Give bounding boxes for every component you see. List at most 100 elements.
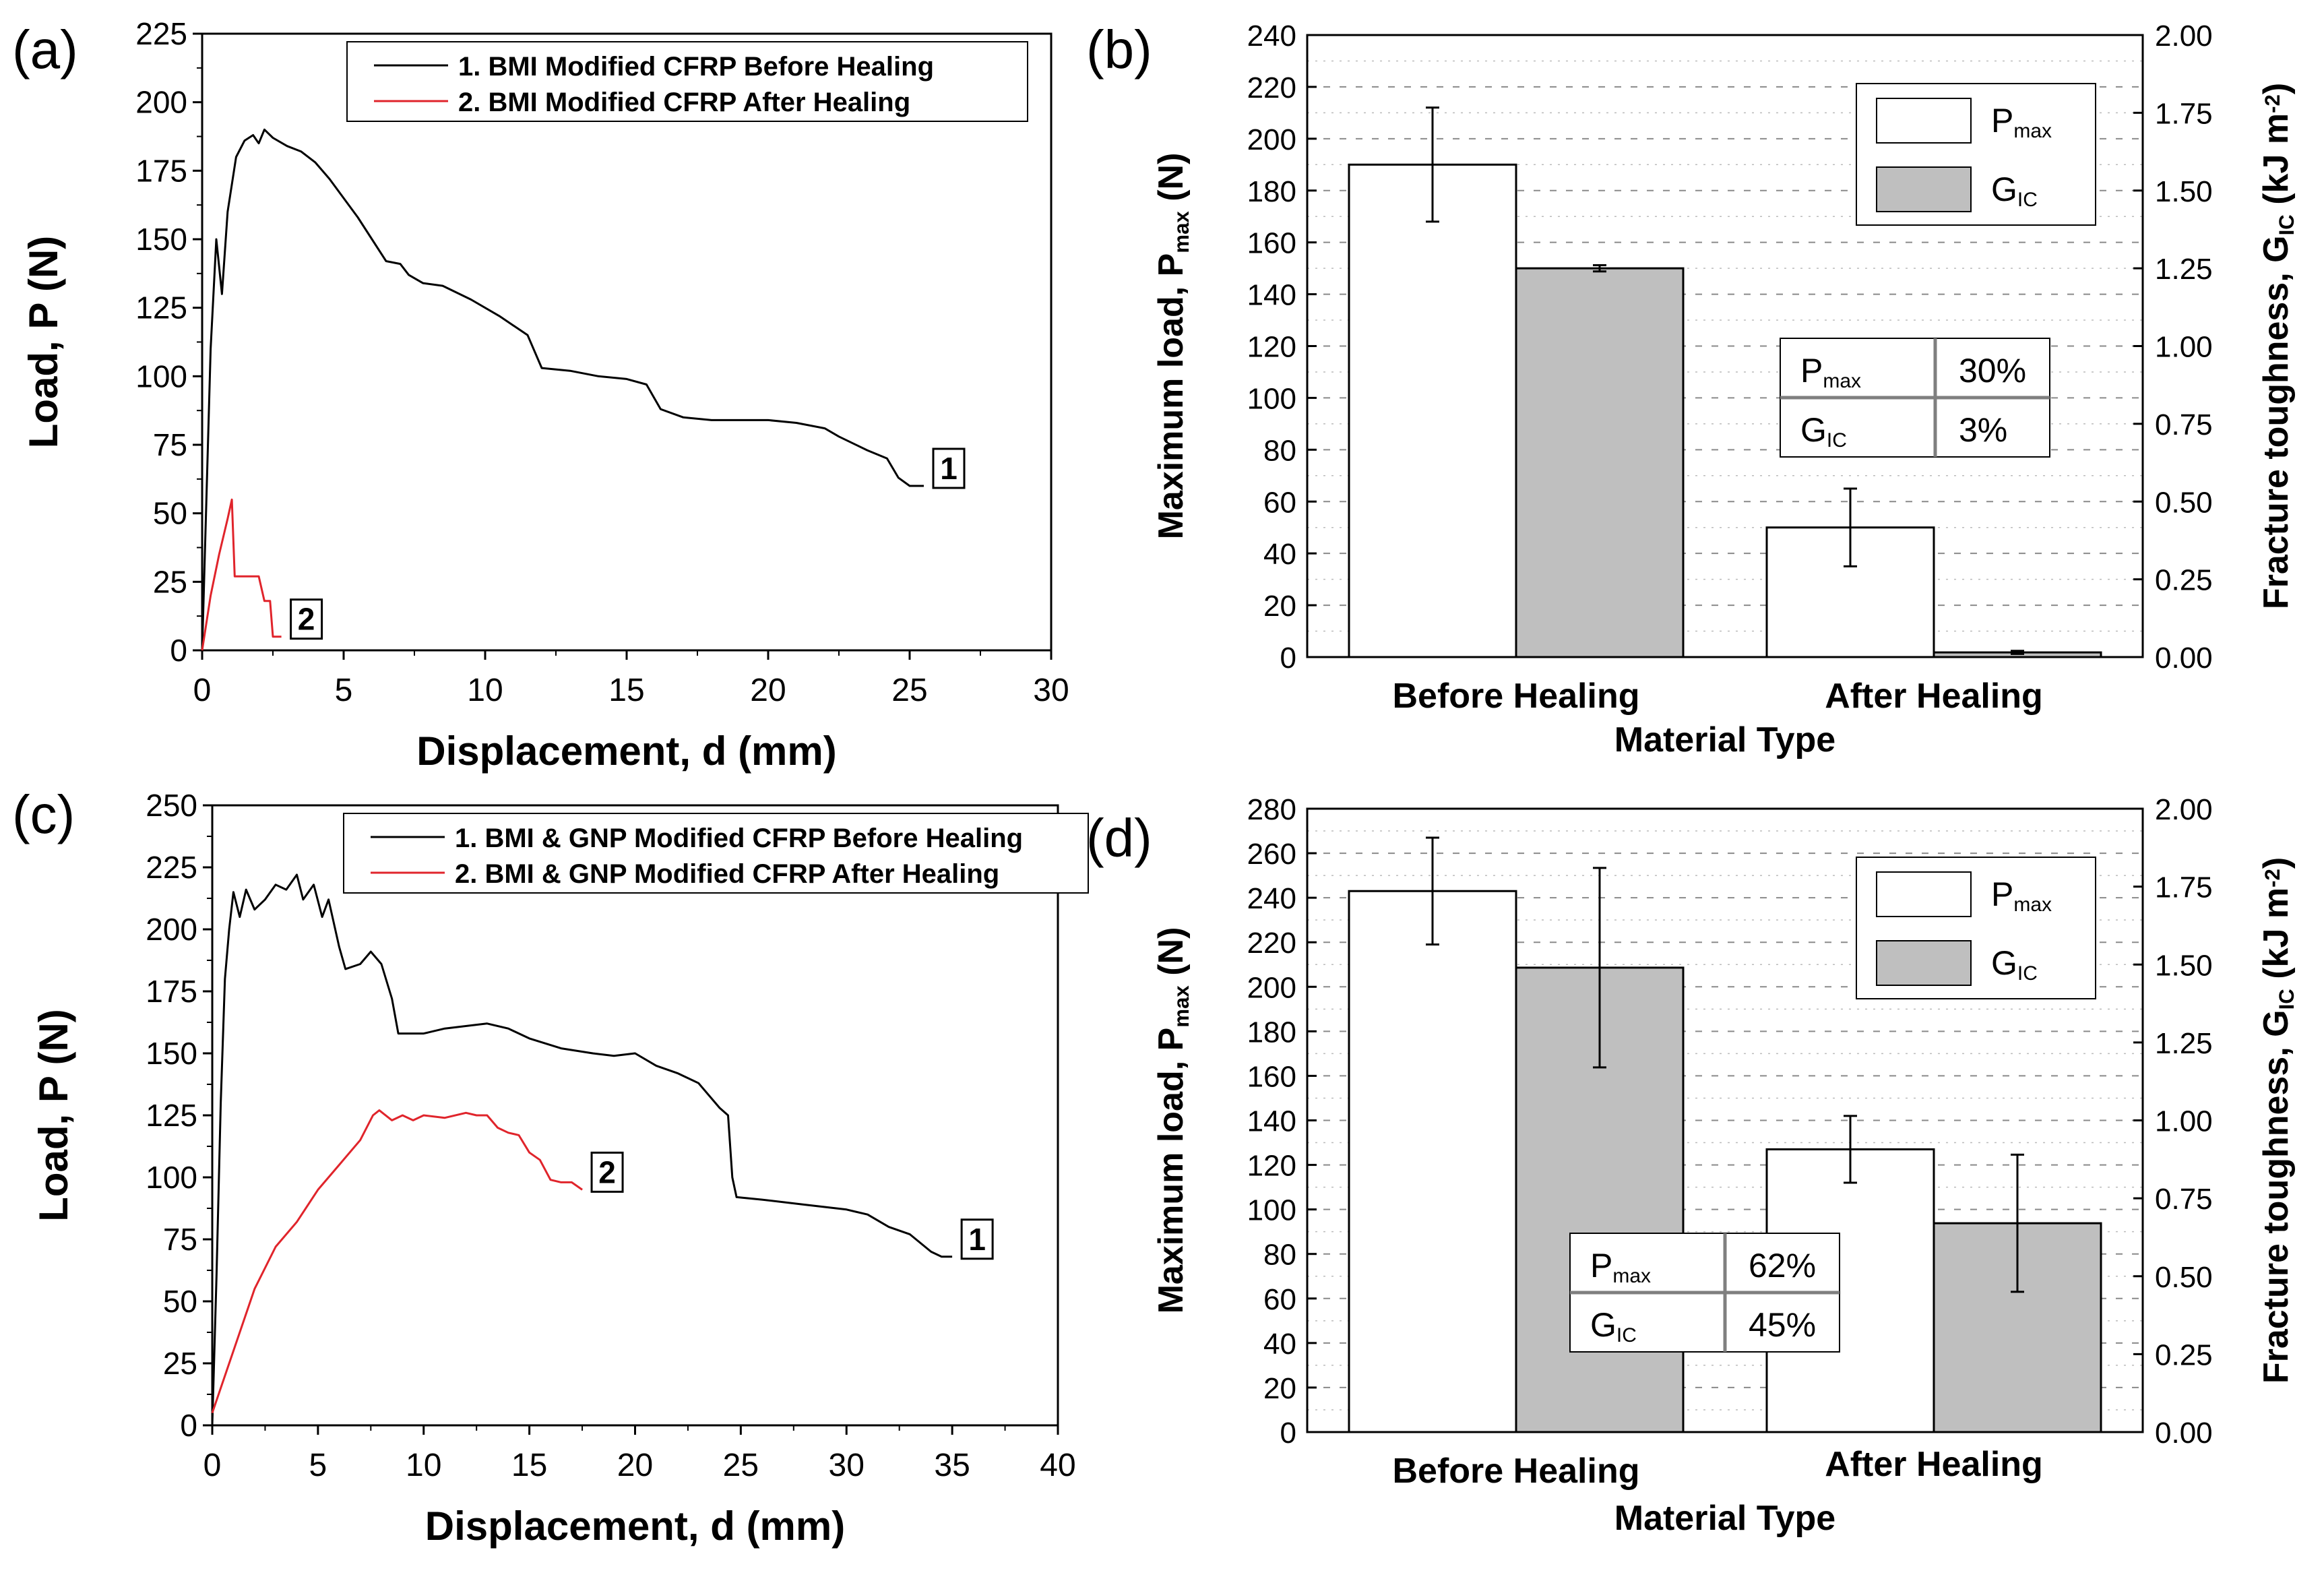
y-tick-label: 0 (170, 633, 187, 668)
y2-tick-label: 0.00 (2155, 642, 2213, 675)
x-axis-label: Material Type (1614, 720, 1835, 760)
y2-tick-label: 0.50 (2155, 486, 2213, 519)
category-label: Before Healing (1393, 1452, 1640, 1491)
series-line-1 (201, 128, 924, 651)
inset-table-label: GIC (1800, 411, 1847, 452)
y2-axis-label: Fracture toughness, GIC (kJ m-2) (2257, 857, 2298, 1384)
y2-axis-label-part-0: Fracture toughness, G (2257, 235, 2296, 609)
y2-axis-label-part-2: (kJ m (2257, 113, 2296, 214)
panel-label: (c) (12, 784, 75, 844)
series-end-box (932, 447, 966, 489)
legend-entry-part-0: G (1991, 944, 2017, 982)
y-tick-label: 20 (1263, 590, 1296, 623)
y-tick-label: 150 (146, 1036, 197, 1071)
plot-frame (201, 32, 1053, 652)
line-chart-panel-0: (a) 0 5 10 15 20 25 30 0 25 50 75 100 125 150 175 200 225… (12, 16, 1069, 774)
legend-entry: GIC (1991, 170, 2038, 211)
bar-chart-panel-3: (d) 0 20 40 60 80 100 120 140 160 180 200 220 240 260 2… (1086, 793, 2298, 1538)
y-tick-label: 80 (1263, 434, 1296, 467)
series-line-2 (211, 1109, 583, 1414)
inset-table-value: 62% (1749, 1247, 1816, 1284)
y2-axis-label-part-4: ) (2257, 857, 2296, 869)
x-tick-label: 15 (511, 1448, 547, 1483)
category-label: After Healing (1825, 1445, 2043, 1484)
legend-entry: 1. BMI Modified CFRP Before Healing (458, 52, 934, 82)
panel-label: (b) (1086, 20, 1152, 80)
y2-tick-label: 1.50 (2155, 175, 2213, 208)
y2-tick-label: 0.25 (2155, 564, 2213, 597)
y-tick-label: 40 (1263, 538, 1296, 571)
y-tick-label: 175 (146, 974, 197, 1009)
y2-axis-label-part-1: IC (2275, 214, 2298, 235)
x-tick-label: 35 (934, 1448, 970, 1483)
y2-axis-label-part-3: -2 (2261, 94, 2284, 113)
legend-box (346, 41, 1028, 122)
series-line-1 (211, 873, 953, 1426)
inset-table-label: Pmax (1590, 1247, 1651, 1287)
category-label: Before Healing (1393, 677, 1640, 716)
y-axis-label-part-2: (N) (1152, 927, 1191, 986)
panel-label: (d) (1086, 808, 1152, 868)
y-tick-label: 140 (1247, 279, 1296, 312)
legend-entry: 2. BMI & GNP Modified CFRP After Healing (455, 859, 999, 889)
inset-table-label-part-1: IC (1827, 429, 1847, 452)
inset-table-label: Pmax (1800, 352, 1861, 392)
y-axis-label-part-2: (N) (1152, 153, 1191, 212)
x-tick-label: 30 (1033, 673, 1069, 708)
legend-entry-part-1: max (2013, 894, 2052, 916)
y-tick-label: 50 (153, 496, 187, 531)
y-tick-label: 160 (1247, 1060, 1296, 1093)
y2-tick-label: 0.25 (2155, 1338, 2213, 1371)
series-end-box (960, 1218, 994, 1260)
series-line-2 (201, 498, 282, 651)
inset-table-label-part-1: max (1612, 1265, 1651, 1287)
y-tick-label: 180 (1247, 175, 1296, 208)
legend-entry-part-1: IC (2017, 189, 2038, 211)
legend-entry-part-1: max (2013, 120, 2052, 142)
x-tick-label: 15 (608, 673, 644, 708)
inset-table-label-part-1: max (1823, 370, 1861, 392)
x-tick-label: 20 (750, 673, 786, 708)
line-chart-panel-2: (c) 0 5 10 15 20 25 30 35 40 0 25 50 75 100 125 150 175 20… (12, 784, 1089, 1549)
y-tick-label: 120 (1247, 1150, 1296, 1183)
y-tick-label: 80 (1263, 1239, 1296, 1272)
y-tick-label: 220 (1247, 71, 1296, 104)
bar-2-1 (1515, 267, 1685, 658)
bar-1-1 (1348, 163, 1517, 658)
y-tick-label: 120 (1247, 331, 1296, 364)
legend-entry: GIC (1991, 944, 2038, 985)
y-tick-label: 260 (1247, 838, 1296, 871)
y-tick-label: 50 (163, 1284, 197, 1319)
y-tick-label: 0 (180, 1408, 197, 1443)
y-tick-label: 240 (1247, 20, 1296, 53)
y-tick-label: 60 (1263, 1283, 1296, 1316)
legend-swatch (1876, 940, 1972, 986)
legend-entry: 2. BMI Modified CFRP After Healing (458, 88, 910, 117)
legend-box (343, 813, 1089, 894)
x-tick-label: 0 (193, 673, 212, 708)
y-tick-label: 180 (1247, 1016, 1296, 1049)
y2-tick-label: 0.75 (2155, 408, 2213, 441)
y-tick-label: 200 (146, 912, 197, 947)
x-tick-label: 10 (406, 1448, 441, 1483)
legend-entry-part-0: G (1991, 170, 2017, 208)
y2-tick-label: 0.00 (2155, 1417, 2213, 1450)
y-tick-label: 220 (1247, 927, 1296, 960)
y-tick-label: 200 (1247, 123, 1296, 156)
y2-tick-label: 2.00 (2155, 20, 2213, 53)
legend-entry-part-0: P (1991, 875, 2013, 913)
y2-axis-label-part-2: (kJ m (2257, 888, 2296, 989)
y-tick-label: 100 (1247, 382, 1296, 415)
inset-table-label-part-0: P (1590, 1247, 1612, 1284)
y2-axis-label: Fracture toughness, GIC (kJ m-2) (2257, 83, 2298, 609)
plot-frame (211, 804, 1059, 1427)
y-tick-label: 240 (1247, 882, 1296, 915)
x-tick-label: 30 (829, 1448, 865, 1483)
y-tick-label: 140 (1247, 1105, 1296, 1138)
y-tick-label: 40 (1263, 1328, 1296, 1361)
y-tick-label: 20 (1263, 1372, 1296, 1405)
y-tick-label: 25 (163, 1346, 197, 1381)
y-tick-label: 280 (1247, 793, 1296, 826)
y-tick-label: 100 (146, 1160, 197, 1195)
y2-axis-label-part-0: Fracture toughness, G (2257, 1010, 2296, 1384)
